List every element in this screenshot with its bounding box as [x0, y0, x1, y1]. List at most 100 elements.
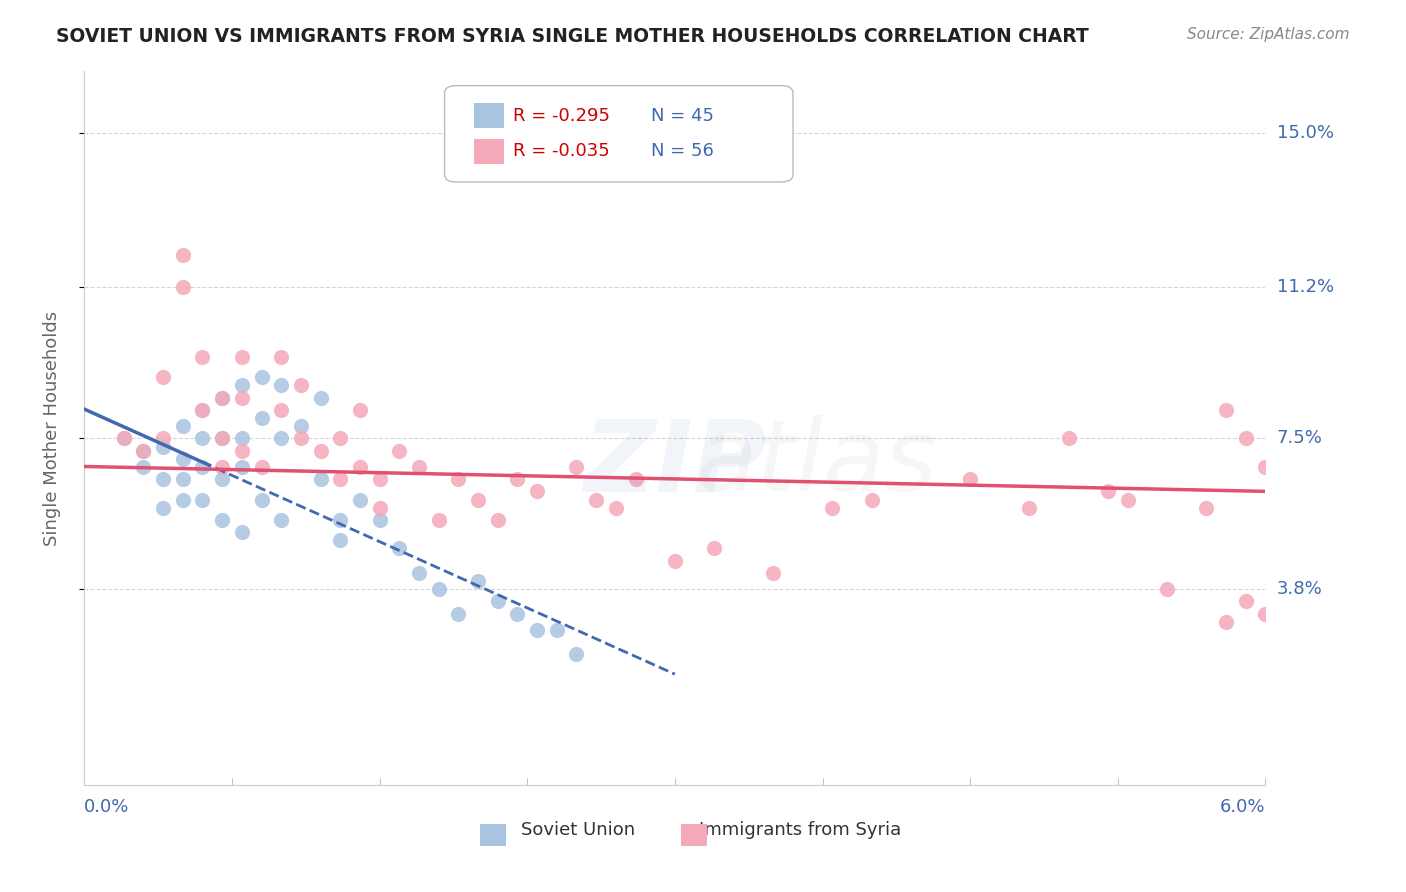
Point [408, 566, 430, 580]
Text: atlas: atlas [696, 416, 938, 512]
Point [329, 431, 352, 445]
Point [1254, 459, 1277, 474]
Point [231, 391, 253, 405]
Text: 15.0%: 15.0% [1277, 123, 1333, 142]
Text: N = 56: N = 56 [651, 143, 714, 161]
Point [231, 525, 253, 540]
Point [309, 391, 332, 405]
Point [329, 533, 352, 548]
Point [1234, 431, 1257, 445]
Point [565, 459, 588, 474]
Point [427, 582, 450, 597]
Text: R = -0.035: R = -0.035 [513, 143, 610, 161]
Point [506, 607, 529, 621]
Text: 3.8%: 3.8% [1277, 580, 1322, 599]
Point [211, 431, 233, 445]
Point [270, 513, 292, 527]
Point [290, 431, 312, 445]
Point [211, 391, 233, 405]
Point [152, 472, 174, 486]
Point [290, 378, 312, 392]
FancyBboxPatch shape [479, 824, 506, 846]
Point [172, 248, 194, 262]
Point [349, 492, 371, 507]
Point [1215, 402, 1237, 417]
Point [132, 459, 155, 474]
Point [231, 431, 253, 445]
Point [231, 459, 253, 474]
Point [112, 431, 135, 445]
Text: Soviet Union: Soviet Union [522, 821, 636, 838]
Point [211, 431, 233, 445]
Point [506, 472, 529, 486]
Point [172, 451, 194, 466]
FancyBboxPatch shape [681, 824, 707, 846]
Point [664, 554, 686, 568]
Point [388, 443, 411, 458]
Point [959, 472, 981, 486]
Point [231, 443, 253, 458]
Text: 6.0%: 6.0% [1220, 797, 1265, 816]
Point [1097, 484, 1119, 499]
Point [191, 459, 214, 474]
Point [329, 513, 352, 527]
Point [172, 472, 194, 486]
Point [231, 350, 253, 364]
Point [408, 459, 430, 474]
FancyBboxPatch shape [444, 86, 793, 182]
Point [132, 443, 155, 458]
Text: SOVIET UNION VS IMMIGRANTS FROM SYRIA SINGLE MOTHER HOUSEHOLDS CORRELATION CHART: SOVIET UNION VS IMMIGRANTS FROM SYRIA SI… [56, 27, 1090, 45]
Point [585, 492, 607, 507]
Point [1156, 582, 1178, 597]
Point [211, 391, 233, 405]
Point [1116, 492, 1139, 507]
Point [1057, 431, 1080, 445]
Point [191, 492, 214, 507]
Point [211, 472, 233, 486]
Point [1018, 500, 1040, 515]
Point [703, 541, 725, 556]
Point [447, 607, 470, 621]
Point [546, 623, 568, 637]
Point [250, 459, 273, 474]
Text: ZIP: ZIP [583, 416, 766, 512]
Text: 11.2%: 11.2% [1277, 278, 1334, 296]
Point [860, 492, 883, 507]
Point [821, 500, 844, 515]
Y-axis label: Single Mother Households: Single Mother Households [42, 310, 60, 546]
Point [309, 443, 332, 458]
Point [565, 648, 588, 662]
Point [270, 402, 292, 417]
Text: 7.5%: 7.5% [1277, 429, 1323, 448]
Point [388, 541, 411, 556]
Point [605, 500, 627, 515]
Point [270, 350, 292, 364]
Point [211, 459, 233, 474]
Point [526, 623, 548, 637]
FancyBboxPatch shape [474, 103, 503, 128]
Point [152, 370, 174, 384]
Point [486, 594, 509, 608]
Point [172, 419, 194, 434]
Point [368, 472, 391, 486]
Point [250, 370, 273, 384]
Point [368, 513, 391, 527]
Point [762, 566, 785, 580]
Point [1254, 607, 1277, 621]
Point [172, 492, 194, 507]
Text: N = 45: N = 45 [651, 107, 714, 125]
Point [191, 350, 214, 364]
Text: 0.0%: 0.0% [84, 797, 129, 816]
Point [467, 492, 489, 507]
Point [250, 411, 273, 425]
Point [211, 513, 233, 527]
Point [1234, 594, 1257, 608]
Point [427, 513, 450, 527]
Point [467, 574, 489, 588]
Point [191, 431, 214, 445]
Point [112, 431, 135, 445]
Text: Source: ZipAtlas.com: Source: ZipAtlas.com [1187, 27, 1350, 42]
Point [1195, 500, 1218, 515]
Point [329, 472, 352, 486]
Point [447, 472, 470, 486]
